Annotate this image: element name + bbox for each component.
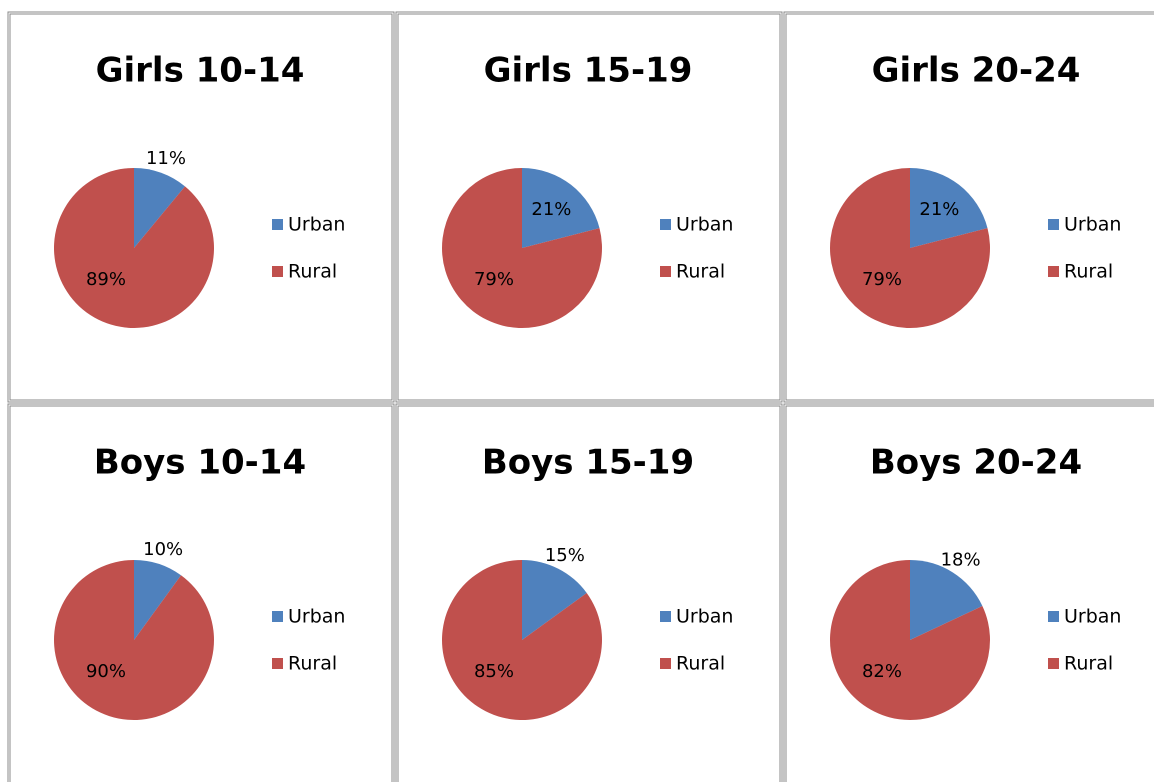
legend-swatch bbox=[1048, 658, 1059, 669]
pie-chart: Girls 20-24 21% Urban 79% Rural bbox=[783, 11, 1154, 403]
pie-slice bbox=[134, 560, 182, 640]
legend-label: Urban bbox=[288, 606, 345, 628]
chart-title: Girls 20-24 bbox=[872, 51, 1081, 91]
cell-border bbox=[783, 403, 1154, 782]
pie-slice bbox=[53, 560, 214, 720]
legend-label: Rural bbox=[1064, 261, 1113, 283]
cell-border bbox=[783, 11, 1154, 403]
chart-title: Girls 15-19 bbox=[484, 51, 693, 91]
legend-label: Urban bbox=[676, 606, 733, 628]
chart-title: Boys 10-14 bbox=[94, 443, 306, 483]
legend-label: Rural bbox=[676, 261, 725, 283]
data-label: 89% bbox=[86, 269, 126, 290]
chart-title: Boys 20-24 bbox=[870, 443, 1082, 483]
pie-slice bbox=[910, 168, 988, 248]
pie-slice bbox=[830, 168, 990, 328]
data-label: 82% bbox=[862, 661, 902, 682]
legend-swatch bbox=[660, 658, 671, 669]
pie-slice bbox=[910, 560, 983, 640]
data-label: 21% bbox=[531, 199, 571, 220]
data-label: 79% bbox=[862, 269, 902, 290]
pie-slice bbox=[442, 560, 602, 720]
cell-border bbox=[395, 403, 783, 782]
legend-label: Rural bbox=[288, 261, 337, 283]
cell-border bbox=[9, 405, 393, 782]
pie-slice bbox=[134, 168, 185, 248]
data-label: 85% bbox=[474, 661, 514, 682]
cell-border bbox=[397, 405, 781, 782]
cell-border bbox=[395, 11, 783, 403]
data-label: 21% bbox=[919, 199, 959, 220]
pie-slice bbox=[522, 168, 600, 248]
data-label: 11% bbox=[146, 148, 186, 169]
legend-swatch bbox=[660, 611, 671, 622]
legend-swatch bbox=[1048, 266, 1059, 277]
legend-label: Urban bbox=[676, 214, 733, 236]
legend-label: Urban bbox=[1064, 606, 1121, 628]
pie-slice bbox=[830, 560, 990, 720]
legend-swatch bbox=[660, 266, 671, 277]
legend-label: Rural bbox=[676, 653, 725, 675]
legend-label: Rural bbox=[288, 653, 337, 675]
pie-slice bbox=[442, 168, 602, 328]
cell-border bbox=[9, 13, 393, 401]
legend-label: Rural bbox=[1064, 653, 1113, 675]
cell-border bbox=[7, 11, 395, 403]
legend-swatch bbox=[660, 219, 671, 230]
pie-chart: Boys 10-14 10% Urban 90% Rural bbox=[7, 403, 395, 782]
pie-chart: Girls 15-19 21% Urban 79% Rural bbox=[395, 11, 783, 403]
pie-chart: Boys 20-24 18% Urban 82% Rural bbox=[783, 403, 1154, 782]
legend-swatch bbox=[272, 219, 283, 230]
cell-border bbox=[785, 405, 1154, 782]
data-label: 79% bbox=[474, 269, 514, 290]
pie-slice bbox=[53, 168, 214, 328]
legend-swatch bbox=[272, 266, 283, 277]
pie-slice bbox=[522, 560, 587, 640]
cell-border bbox=[397, 13, 781, 401]
data-label: 90% bbox=[86, 661, 126, 682]
legend-swatch bbox=[272, 611, 283, 622]
data-label: 10% bbox=[143, 539, 183, 560]
legend-swatch bbox=[1048, 611, 1059, 622]
data-label: 18% bbox=[941, 549, 981, 570]
legend-label: Urban bbox=[1064, 214, 1121, 236]
legend-swatch bbox=[1048, 219, 1059, 230]
legend-swatch bbox=[272, 658, 283, 669]
chart-title: Boys 15-19 bbox=[482, 443, 694, 483]
cell-border bbox=[7, 403, 395, 782]
pie-chart: Girls 10-14 11% Urban 89% Rural bbox=[7, 11, 395, 403]
chart-title: Girls 10-14 bbox=[96, 51, 305, 91]
legend-label: Urban bbox=[288, 214, 345, 236]
data-label: 15% bbox=[545, 545, 585, 566]
pie-chart: Boys 15-19 15% Urban 85% Rural bbox=[395, 403, 783, 782]
cell-border bbox=[785, 13, 1154, 401]
